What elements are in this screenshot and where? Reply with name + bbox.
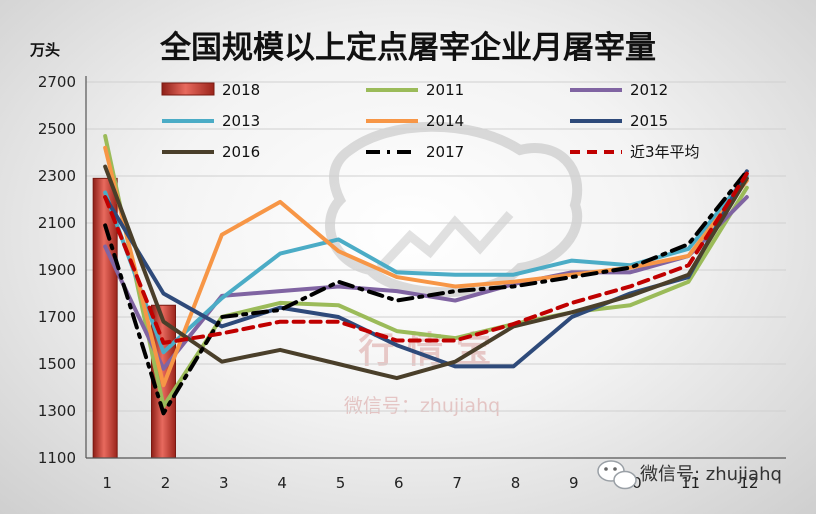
legend-item-2013: 2013 [162, 112, 260, 130]
x-tick-label: 11 [681, 474, 700, 492]
y-tick-label: 1900 [38, 261, 76, 279]
legend-label: 2011 [426, 81, 464, 99]
watermark-logo: 行 情 宝 微信号：zhujiahq [325, 121, 583, 417]
line-series-2016 [103, 164, 749, 381]
legend-item-2015: 2015 [570, 112, 668, 130]
bar-2018-1 [92, 177, 118, 459]
legend-label: 近3年平均 [630, 143, 700, 161]
legend-label: 2015 [630, 112, 668, 130]
house-roof-shape [376, 211, 514, 272]
wechat-badge: 微信号: zhujiahq [597, 460, 782, 490]
x-tick-label: 4 [277, 474, 287, 492]
line-series-2013 [103, 174, 749, 355]
legend: 2018 2011 2012 2013 2014 2015 2016 2017 近3年平均 [161, 81, 700, 161]
legend-label: 2016 [222, 143, 260, 161]
legend-item-2011: 2011 [366, 81, 464, 99]
legend-item-近3年平均: 近3年平均 [570, 143, 700, 161]
y-tick-label: 2500 [38, 120, 76, 138]
legend-swatch [161, 82, 215, 96]
x-tick-label: 7 [452, 474, 462, 492]
pig-logo-shape [325, 121, 583, 298]
y-tick-label: 1700 [38, 308, 76, 326]
x-tick-label: 5 [336, 474, 346, 492]
y-tick-label: 2100 [38, 214, 76, 232]
x-tick-label: 9 [569, 474, 579, 492]
legend-item-2017: 2017 [366, 143, 464, 161]
x-tick-label: 1 [102, 474, 112, 492]
y-tick-label: 1300 [38, 402, 76, 420]
x-tick-label: 12 [739, 474, 758, 492]
x-tick-label: 3 [219, 474, 229, 492]
legend-item-2016: 2016 [162, 143, 260, 161]
x-tick-label: 6 [394, 474, 404, 492]
line-series-近3年平均 [103, 171, 749, 345]
x-axis: 123456789101112 [86, 457, 786, 492]
legend-label: 2013 [222, 112, 260, 130]
y-tick-label: 2700 [38, 73, 76, 91]
legend-label: 2018 [222, 81, 260, 99]
legend-label: 2012 [630, 81, 668, 99]
y-tick-label: 1100 [38, 449, 76, 467]
x-tick-label: 8 [511, 474, 521, 492]
watermark-wechat: 微信号：zhujiahq [344, 395, 500, 417]
y-tick-label: 1500 [38, 355, 76, 373]
legend-item-2014: 2014 [366, 112, 464, 130]
x-tick-label: 2 [161, 474, 171, 492]
wechat-label: 微信号: zhujiahq [640, 464, 782, 485]
line-series-2014 [103, 145, 749, 388]
line-series-group [103, 134, 749, 416]
legend-label: 2014 [426, 112, 464, 130]
chart-title: 全国规模以上定点屠宰企业月屠宰量 [159, 30, 656, 66]
legend-item-2012: 2012 [570, 81, 668, 99]
y-axis: 1100 1300 1500 1700 1900 2100 2300 2500 2700 [38, 73, 87, 467]
legend-item-2018: 2018 [161, 81, 260, 99]
y-axis-unit: 万头 [29, 41, 60, 59]
y-tick-label: 2300 [38, 167, 76, 185]
legend-label: 2017 [426, 143, 464, 161]
wechat-icon [597, 460, 637, 490]
